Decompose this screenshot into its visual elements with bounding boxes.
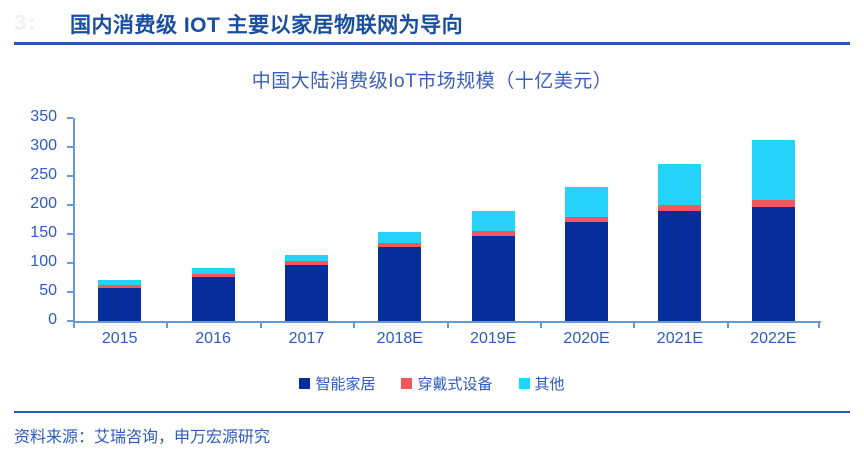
bar-segment-智能家居 — [471, 235, 515, 321]
x-axis-label: 2020E — [563, 330, 610, 347]
bar-segment-穿戴式设备 — [284, 261, 328, 265]
bar-2018E — [378, 231, 422, 321]
chart-legend: 智能家居 穿戴式设备 其他 — [0, 373, 864, 394]
bar-segment-穿戴式设备 — [471, 231, 515, 236]
x-axis-tick — [353, 321, 356, 328]
y-axis-label: 250 — [30, 166, 57, 183]
x-axis-tick — [633, 321, 636, 328]
bar-segment-其他 — [565, 187, 609, 217]
page-header: 3: 国内消费级 IOT 主要以家居物联网为导向 — [0, 0, 864, 47]
bar-segment-其他 — [378, 231, 422, 243]
bar-segment-智能家居 — [751, 206, 795, 321]
bar-segment-智能家居 — [191, 276, 235, 321]
x-axis-tick — [259, 321, 262, 328]
bar-2020E — [565, 187, 609, 321]
bar-segment-其他 — [284, 254, 328, 262]
x-axis-label: 2019E — [470, 330, 517, 347]
x-axis-label: 2015 — [101, 330, 138, 347]
bar-segment-其他 — [98, 279, 142, 286]
bar-2022E — [751, 140, 795, 321]
legend-item-其他[interactable]: 其他 — [518, 373, 565, 394]
page-title: 国内消费级 IOT 主要以家居物联网为导向 — [70, 14, 464, 37]
legend-label: 其他 — [534, 376, 565, 393]
bar-segment-智能家居 — [284, 264, 328, 321]
bar-segment-穿戴式设备 — [658, 205, 702, 211]
y-axis-tick — [67, 291, 73, 293]
x-axis-tick — [73, 321, 75, 328]
y-axis-label: 350 — [30, 108, 57, 125]
y-axis-label: 300 — [30, 137, 57, 154]
bar-2021E — [658, 164, 702, 321]
bar-2016 — [191, 268, 235, 321]
bar-segment-智能家居 — [565, 221, 609, 321]
y-axis-label: 100 — [30, 253, 57, 270]
y-axis-label: 50 — [39, 282, 57, 299]
y-axis-tick — [67, 146, 73, 148]
bar-segment-智能家居 — [378, 246, 422, 321]
y-axis-label: 150 — [30, 224, 57, 241]
chart-title: 中国大陆消费级IoT市场规模（十亿美元） — [251, 71, 613, 92]
y-axis-tick — [67, 320, 73, 322]
y-axis-line — [73, 118, 75, 322]
bar-2015 — [98, 279, 142, 321]
bar-segment-其他 — [751, 140, 795, 200]
legend-item-穿戴式设备[interactable]: 穿戴式设备 — [401, 373, 493, 394]
legend-label: 穿戴式设备 — [417, 376, 493, 393]
y-axis-tick — [67, 233, 73, 235]
x-axis-label: 2022E — [750, 330, 797, 347]
bar-2019E — [471, 210, 515, 321]
legend-label: 智能家居 — [315, 376, 376, 393]
x-axis-label: 2016 — [195, 330, 231, 347]
x-axis-tick — [726, 321, 729, 328]
header-divider — [14, 42, 850, 45]
x-axis-tick — [446, 321, 449, 328]
figure-number-watermark: 3: — [14, 10, 38, 35]
x-axis-tick — [166, 321, 169, 328]
bar-segment-其他 — [471, 210, 515, 232]
x-axis-tick — [539, 321, 542, 328]
x-axis-label: 2021E — [656, 330, 704, 347]
bar-segment-穿戴式设备 — [751, 199, 795, 207]
legend-swatch-icon — [401, 378, 413, 389]
x-axis-label: 2018E — [376, 330, 423, 347]
bar-segment-穿戴式设备 — [565, 216, 609, 222]
bar-segment-智能家居 — [98, 287, 142, 321]
y-axis-label: 0 — [48, 311, 57, 328]
y-axis-tick — [67, 175, 73, 177]
legend-swatch-icon — [299, 378, 311, 389]
x-axis-label: 2017 — [288, 330, 325, 347]
legend-item-智能家居[interactable]: 智能家居 — [299, 373, 375, 394]
footer-divider — [14, 411, 850, 413]
bar-segment-智能家居 — [658, 210, 702, 321]
legend-swatch-icon — [518, 378, 530, 389]
bar-segment-穿戴式设备 — [98, 285, 142, 288]
y-axis-label: 200 — [30, 195, 57, 212]
bar-segment-穿戴式设备 — [191, 274, 235, 277]
bar-2017 — [284, 254, 328, 321]
bar-segment-其他 — [658, 164, 702, 205]
chart-plot-area: 0 50 100 150 200 250 300 350 2015 2016 2017 2018E 20… — [30, 108, 821, 347]
y-axis-tick — [67, 204, 73, 206]
y-axis-tick — [67, 262, 73, 264]
bar-segment-穿戴式设备 — [378, 242, 422, 247]
y-axis-tick — [67, 117, 73, 119]
bar-segment-其他 — [191, 268, 235, 275]
source-note: 资料来源：艾瑞咨询，申万宏源研究 — [14, 429, 271, 446]
x-axis-tick — [818, 321, 820, 328]
